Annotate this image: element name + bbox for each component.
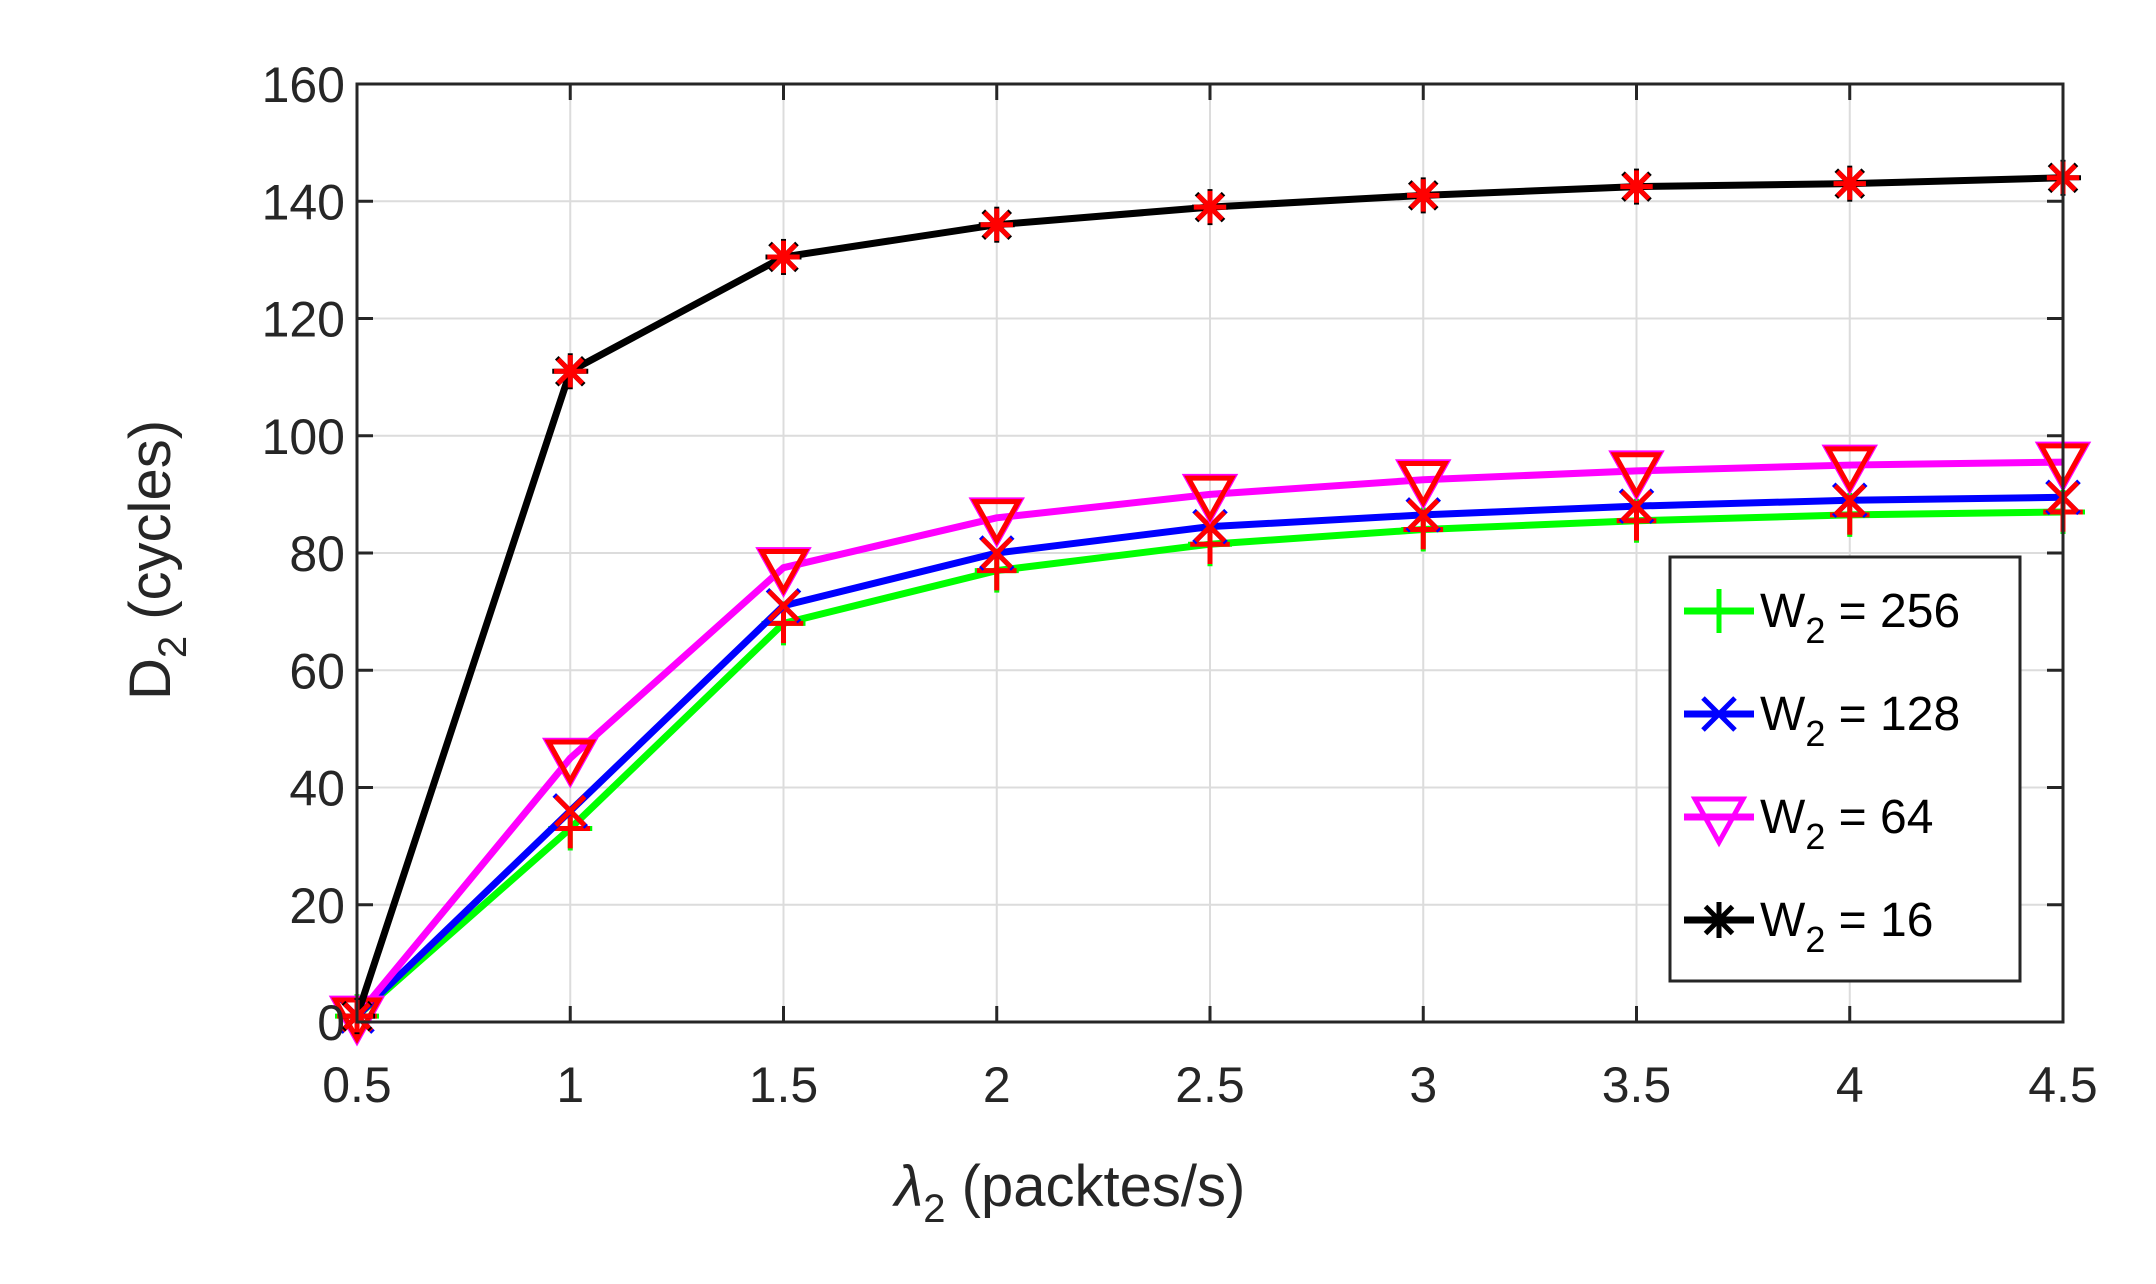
data-point-overlay-3-7 [1833,167,1866,200]
axis-ticks [355,82,2065,1024]
series-2 [328,441,2092,1047]
legend-marker-2 [1690,796,1748,848]
legend-label-3: W2 = 16 [1760,894,1933,960]
data-point-overlay-1-2 [767,589,800,622]
data-point-overlay-3-3 [980,208,1013,241]
data-point-overlay-2-7 [1823,446,1876,493]
legend-label-rest: = 128 [1825,688,1960,741]
x-tick-label: 4 [1836,1057,1864,1113]
x-tick-label: 3.5 [1602,1057,1672,1113]
legend-label-2: W2 = 64 [1760,791,1933,857]
data-point-overlay-2-5 [1397,461,1450,508]
y-tick-label: 60 [289,643,345,699]
data-point-overlay-1-1 [554,794,587,828]
data-point-overlay-3-2 [767,240,800,274]
legend-marker-3-d2 [1703,904,1735,936]
data-point-overlay-1-3-d2 [980,536,1013,570]
data-point-overlay-1-5-d2 [1407,498,1440,532]
data-point-overlay-2-6 [1610,452,1663,499]
data-point-overlay-2-4 [1184,475,1236,523]
y-tick-label: 0 [317,995,345,1051]
data-point-overlay-2-2 [757,548,810,596]
data-point-overlay-1-6 [1620,489,1653,523]
legend-label-0: W2 = 256 [1760,585,1960,651]
data-point-overlay-2-3 [970,499,1023,546]
legend-marker-3 [1701,902,1737,938]
y-axis-title-main: D [118,658,183,700]
y-tick-label: 100 [262,409,345,465]
legend-label-sub: 2 [1805,919,1825,960]
data-point-overlay-3-3-d2 [982,210,1011,239]
legend-marker-1 [1701,696,1737,732]
x-tick-label: 3 [1409,1057,1437,1113]
y-tick-label: 140 [262,174,345,230]
legend-label-sub: 2 [1805,610,1825,651]
data-point-overlay-1-2-d2 [767,589,800,622]
legend-label-1: W2 = 128 [1760,688,1960,754]
legend-label-sub: 2 [1805,713,1825,754]
legend-item-1: W2 = 128 [1684,688,1960,754]
data-point-overlay-0-4 [1190,524,1230,565]
x-axis-title: λ2 (packtes/s) [892,1154,1246,1231]
legend-item-2: W2 = 64 [1684,791,1933,857]
legend-label-rest: = 16 [1825,894,1933,947]
data-point-overlay-1-7-d2 [1833,484,1866,517]
data-point-overlay-1-5 [1407,498,1440,532]
x-tick-label: 4.5 [2028,1057,2098,1113]
legend-label-rest: = 256 [1825,585,1960,638]
x-axis-title-subscript: 2 [923,1187,945,1231]
y-axis-title-subscript: 2 [151,636,195,658]
data-point-overlay-1-1-d2 [554,794,587,828]
series-layer [328,159,2092,1047]
data-point-overlay-3-1 [554,355,587,388]
series-line-2 [354,458,2064,1019]
data-point-overlay-3-1-d2 [556,357,585,386]
y-tick-labels: 0 20 40 60 80 100 120 140 160 [262,57,345,1051]
y-axis-title-text: (cycles) [118,420,183,636]
data-point-overlay-1-7 [1833,484,1866,517]
y-tick-label: 20 [289,878,345,934]
data-point-overlay-3-5-d2 [1409,181,1438,210]
legend-label-sub: 2 [1805,816,1825,857]
x-tick-label: 2.5 [1175,1057,1245,1113]
legend-marker-0 [1697,589,1741,633]
data-point-overlay-0-3 [976,550,1017,591]
data-point-overlay-3-2-d2 [769,243,798,271]
legend-label-w: W [1760,894,1806,947]
x-tick-labels: 0.5 1 1.5 2 2.5 3 3.5 4 4.5 [322,1057,2098,1113]
x-tick-label: 0.5 [322,1057,392,1113]
x-tick-label: 1.5 [749,1057,819,1113]
legend-marker-1-d2 [1701,696,1737,732]
data-point-overlay-1-4-d2 [1193,510,1227,543]
legend-label-w: W [1760,791,1806,844]
legend-label-rest: = 64 [1825,791,1933,844]
data-point-overlay-3-4-d2 [1196,193,1224,222]
legend-label-w: W [1760,688,1806,741]
data-point-overlay-1-3 [980,536,1013,570]
legend-label-w: W [1760,585,1806,638]
data-point-overlay-1-4 [1193,510,1227,543]
legend-item-0: W2 = 256 [1684,585,1960,651]
y-tick-label: 120 [262,292,345,348]
data-point-overlay-3-4 [1193,190,1227,224]
y-axis-title: D2 (cycles) [118,420,195,700]
y-tick-label: 160 [262,57,345,113]
data-point-overlay-3-7-d2 [1835,169,1864,198]
data-point-overlay-3-6-d2 [1622,172,1651,201]
x-tick-label: 2 [983,1057,1011,1113]
data-point-overlay-3-5 [1407,179,1440,212]
x-tick-label: 1 [556,1057,584,1113]
data-point-overlay-2-1 [544,739,597,787]
legend-item-3: W2 = 16 [1684,894,1933,960]
data-point-overlay-3-6 [1620,170,1653,203]
data-point-overlay-1-6-d2 [1620,489,1653,523]
x-axis-title-symbol: λ [892,1154,924,1219]
y-tick-label: 80 [289,526,345,582]
y-tick-label: 40 [289,761,345,817]
x-axis-title-text: (packtes/s) [946,1154,1246,1219]
